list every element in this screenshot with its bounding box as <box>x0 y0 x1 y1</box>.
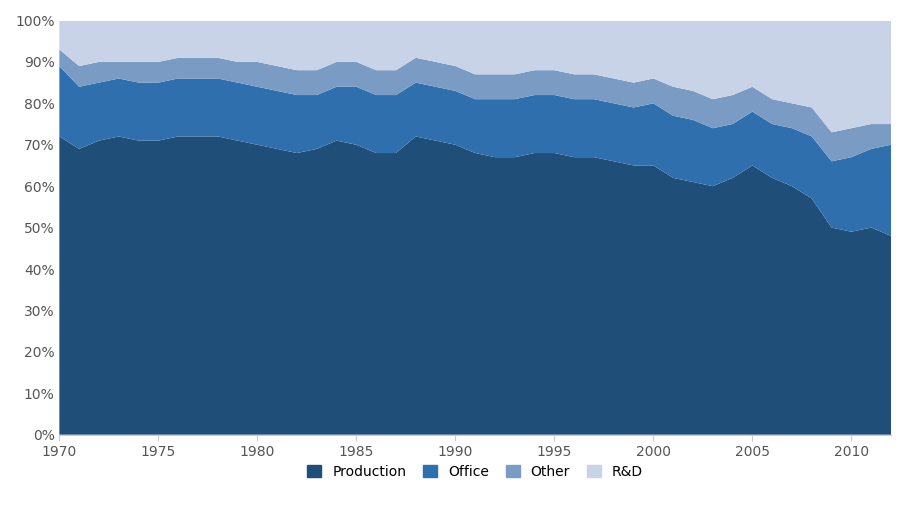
Legend: Production, Office, Other, R&D: Production, Office, Other, R&D <box>301 458 650 486</box>
